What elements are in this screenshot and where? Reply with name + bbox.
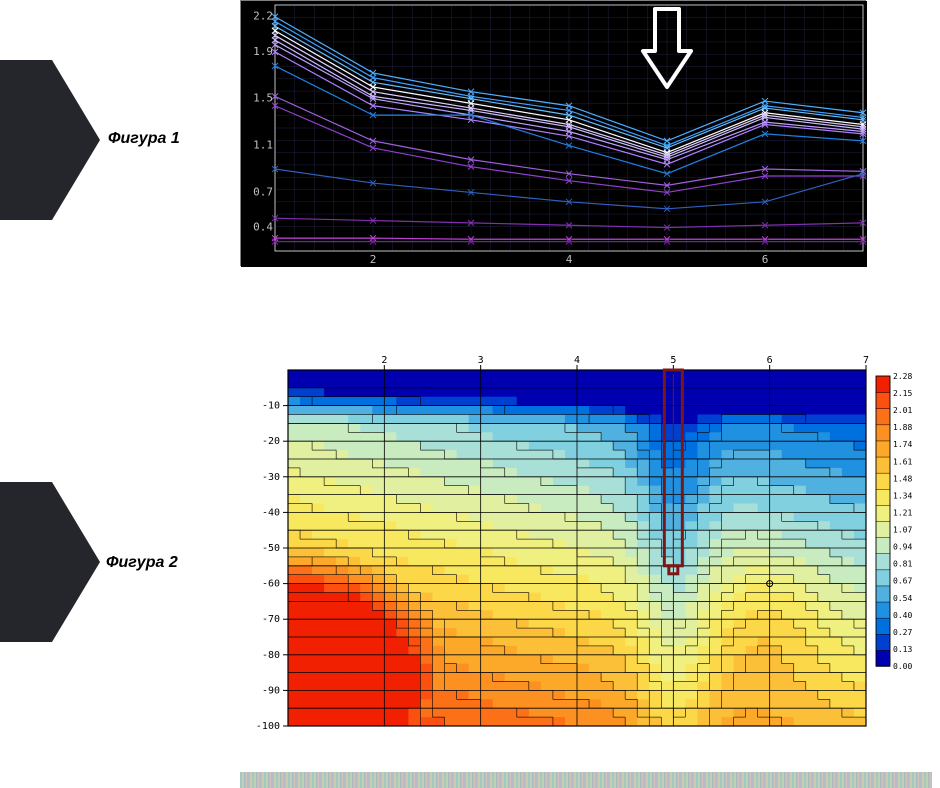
svg-text:2.01: 2.01 <box>893 406 912 415</box>
svg-text:5: 5 <box>670 355 676 366</box>
figure2-pointer <box>0 482 100 642</box>
svg-text:2.15: 2.15 <box>893 389 912 398</box>
svg-text:2: 2 <box>381 355 387 366</box>
svg-text:0.40: 0.40 <box>893 611 912 620</box>
svg-text:-60: -60 <box>262 579 280 590</box>
svg-text:2.28: 2.28 <box>893 372 912 381</box>
svg-text:2.2: 2.2 <box>253 10 273 23</box>
svg-text:-50: -50 <box>262 543 280 554</box>
svg-text:3: 3 <box>478 355 484 366</box>
svg-text:4: 4 <box>574 355 580 366</box>
svg-text:4: 4 <box>566 253 573 266</box>
svg-text:2: 2 <box>370 253 377 266</box>
svg-text:-70: -70 <box>262 614 280 625</box>
svg-text:-10: -10 <box>262 401 280 412</box>
svg-text:-30: -30 <box>262 472 280 483</box>
svg-text:0.67: 0.67 <box>893 577 912 586</box>
svg-text:1.48: 1.48 <box>893 474 912 483</box>
svg-text:0.7: 0.7 <box>253 185 273 198</box>
svg-text:1.07: 1.07 <box>893 526 912 535</box>
svg-text:0.81: 0.81 <box>893 560 912 569</box>
svg-text:1.21: 1.21 <box>893 508 912 517</box>
svg-text:1.9: 1.9 <box>253 45 273 58</box>
pointer-shape <box>0 482 100 642</box>
figure2-label: Фигура 2 <box>106 554 178 572</box>
svg-text:1.88: 1.88 <box>893 423 912 432</box>
svg-text:0.13: 0.13 <box>893 645 912 654</box>
svg-text:0.4: 0.4 <box>253 221 273 234</box>
figure1-label: Фигура 1 <box>108 130 180 148</box>
figure2-chart: 2 3 4 5 6 7 -10 -20 -30 -40 -50 -60 -70 -80 -90 -100 0.0… <box>240 352 932 732</box>
svg-text:-100: -100 <box>256 721 280 732</box>
pointer-shape <box>0 60 100 220</box>
svg-text:-20: -20 <box>262 436 280 447</box>
svg-text:1.5: 1.5 <box>253 92 273 105</box>
svg-text:7: 7 <box>863 355 869 366</box>
svg-text:6: 6 <box>767 355 773 366</box>
svg-text:0.00: 0.00 <box>893 662 912 671</box>
figure1-chart: 0.4 0.7 1.1 1.5 1.9 2.2 2 4 6 <box>240 0 866 266</box>
svg-text:0.94: 0.94 <box>893 543 912 552</box>
svg-text:1.34: 1.34 <box>893 491 912 500</box>
svg-text:-90: -90 <box>262 685 280 696</box>
svg-text:0.54: 0.54 <box>893 594 912 603</box>
svg-text:-40: -40 <box>262 507 280 518</box>
svg-text:6: 6 <box>762 253 769 266</box>
figure2-svg: 2 3 4 5 6 7 -10 -20 -30 -40 -50 -60 -70 -80 -90 -100 0.0… <box>240 352 932 732</box>
svg-text:1.61: 1.61 <box>893 457 912 466</box>
svg-text:1.1: 1.1 <box>253 139 273 152</box>
figure1-svg: 0.4 0.7 1.1 1.5 1.9 2.2 2 4 6 <box>241 1 867 267</box>
svg-text:0.27: 0.27 <box>893 628 912 637</box>
svg-text:1.74: 1.74 <box>893 440 912 449</box>
figure1-pointer <box>0 60 100 220</box>
svg-text:-80: -80 <box>262 650 280 661</box>
noise-strip <box>240 772 932 788</box>
